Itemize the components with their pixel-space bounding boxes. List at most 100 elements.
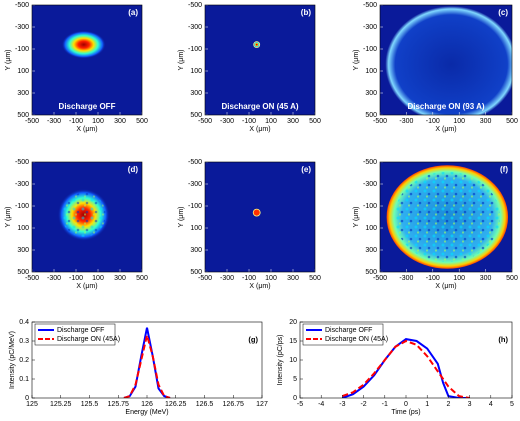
y-tick-label: -300 xyxy=(15,181,29,188)
x-tick-label: 100 xyxy=(265,275,277,282)
x-tick-label: -2 xyxy=(360,401,366,408)
panel-label: (b) xyxy=(301,8,312,17)
x-tick-label: -1 xyxy=(382,401,388,408)
x-tick-label: 500 xyxy=(136,118,148,125)
plot-content xyxy=(385,6,512,115)
y-axis-label: Intensity (pC/ps) xyxy=(277,335,284,386)
y-tick-label: 20 xyxy=(289,319,297,326)
y-tick-label: 500 xyxy=(365,112,377,119)
panel-label: (d) xyxy=(128,165,139,174)
legend-label: Discharge ON (45A) xyxy=(57,336,120,343)
x-tick-label: 300 xyxy=(114,118,126,125)
y-axis-label: Y (μm) xyxy=(353,206,360,227)
panel-label: (f) xyxy=(500,165,508,174)
panel-label: (a) xyxy=(128,8,138,17)
x-tick-label: 126.75 xyxy=(223,401,245,408)
x-tick-label: 100 xyxy=(92,118,104,125)
x-tick-label: -300 xyxy=(399,118,413,125)
annotation: Discharge OFF xyxy=(59,102,116,111)
y-tick-label: 300 xyxy=(17,90,29,97)
legend-box xyxy=(302,323,384,346)
frame xyxy=(379,4,513,116)
x-tick-label: 125.75 xyxy=(108,401,130,408)
x-tick-label: 125 xyxy=(26,401,38,408)
y-tick-label: 15 xyxy=(289,338,297,345)
y-tick-label: -300 xyxy=(363,24,377,31)
plot-content xyxy=(386,165,509,269)
plot-content xyxy=(61,30,106,59)
y-tick-label: 0.2 xyxy=(19,357,29,364)
y-tick-label: 300 xyxy=(365,247,377,254)
x-tick-label: -300 xyxy=(220,118,234,125)
x-tick-label: 100 xyxy=(265,118,277,125)
y-tick-label: 100 xyxy=(17,68,29,75)
x-tick-label: 500 xyxy=(309,275,321,282)
frame xyxy=(31,321,263,399)
y-tick-label: -500 xyxy=(15,159,29,166)
x-tick-label: 5 xyxy=(510,401,514,408)
y-tick-label: -100 xyxy=(15,203,29,210)
frame xyxy=(31,4,143,116)
y-tick-label: -500 xyxy=(188,2,202,9)
x-tick-label: 125.25 xyxy=(50,401,72,408)
y-tick-label: 10 xyxy=(289,357,297,364)
y-tick-label: 300 xyxy=(190,247,202,254)
x-tick-label: 300 xyxy=(287,275,299,282)
x-tick-label: 500 xyxy=(506,118,518,125)
y-tick-label: 300 xyxy=(17,247,29,254)
y-tick-label: -500 xyxy=(15,2,29,9)
frame xyxy=(204,4,316,116)
y-tick-label: -100 xyxy=(363,203,377,210)
y-tick-label: 0.1 xyxy=(19,376,29,383)
y-tick-label: 100 xyxy=(190,225,202,232)
plot-content xyxy=(252,208,261,217)
x-tick-label: 300 xyxy=(287,118,299,125)
y-tick-label: -500 xyxy=(363,2,377,9)
legend-box xyxy=(34,323,116,346)
y-tick-label: 100 xyxy=(17,225,29,232)
x-tick-label: -500 xyxy=(198,275,212,282)
y-tick-label: 100 xyxy=(365,225,377,232)
frame xyxy=(379,161,513,273)
x-tick-label: 100 xyxy=(453,118,465,125)
x-tick-label: 125.5 xyxy=(81,401,99,408)
y-axis-label: Y (μm) xyxy=(5,206,12,227)
beam-image xyxy=(394,171,501,263)
x-tick-label: 126 xyxy=(141,401,153,408)
y-tick-label: -100 xyxy=(188,46,202,53)
x-tick-label: 300 xyxy=(114,275,126,282)
x-tick-label: 3 xyxy=(468,401,472,408)
y-tick-label: 0.4 xyxy=(19,319,29,326)
panel-label: (e) xyxy=(301,165,311,174)
panel-label: (g) xyxy=(248,335,258,344)
x-tick-label: 127 xyxy=(256,401,268,408)
y-tick-label: -300 xyxy=(188,24,202,31)
x-tick-label: -100 xyxy=(69,275,83,282)
legend-label: Discharge OFF xyxy=(57,327,104,334)
x-tick-label: -500 xyxy=(25,275,39,282)
y-tick-label: -500 xyxy=(363,159,377,166)
x-tick-label: -300 xyxy=(399,275,413,282)
x-tick-label: 2 xyxy=(446,401,450,408)
plot-content xyxy=(123,327,171,398)
y-tick-label: -100 xyxy=(363,46,377,53)
x-axis-label: X (μm) xyxy=(249,283,270,290)
y-tick-label: 500 xyxy=(190,269,202,276)
y-tick-label: 100 xyxy=(365,68,377,75)
x-axis-label: Time (ps) xyxy=(391,409,420,416)
y-tick-label: 500 xyxy=(365,269,377,276)
y-tick-label: -500 xyxy=(188,159,202,166)
series-line xyxy=(123,335,171,398)
x-tick-label: -500 xyxy=(198,118,212,125)
y-tick-label: -300 xyxy=(15,24,29,31)
x-tick-label: -300 xyxy=(220,275,234,282)
y-tick-label: 500 xyxy=(190,112,202,119)
x-tick-label: -500 xyxy=(373,275,387,282)
x-tick-label: 4 xyxy=(489,401,493,408)
panel-label: (h) xyxy=(498,335,508,344)
y-tick-label: 500 xyxy=(17,112,29,119)
beam-image xyxy=(252,208,261,217)
beam-image xyxy=(61,192,106,237)
beam-image xyxy=(253,41,261,48)
